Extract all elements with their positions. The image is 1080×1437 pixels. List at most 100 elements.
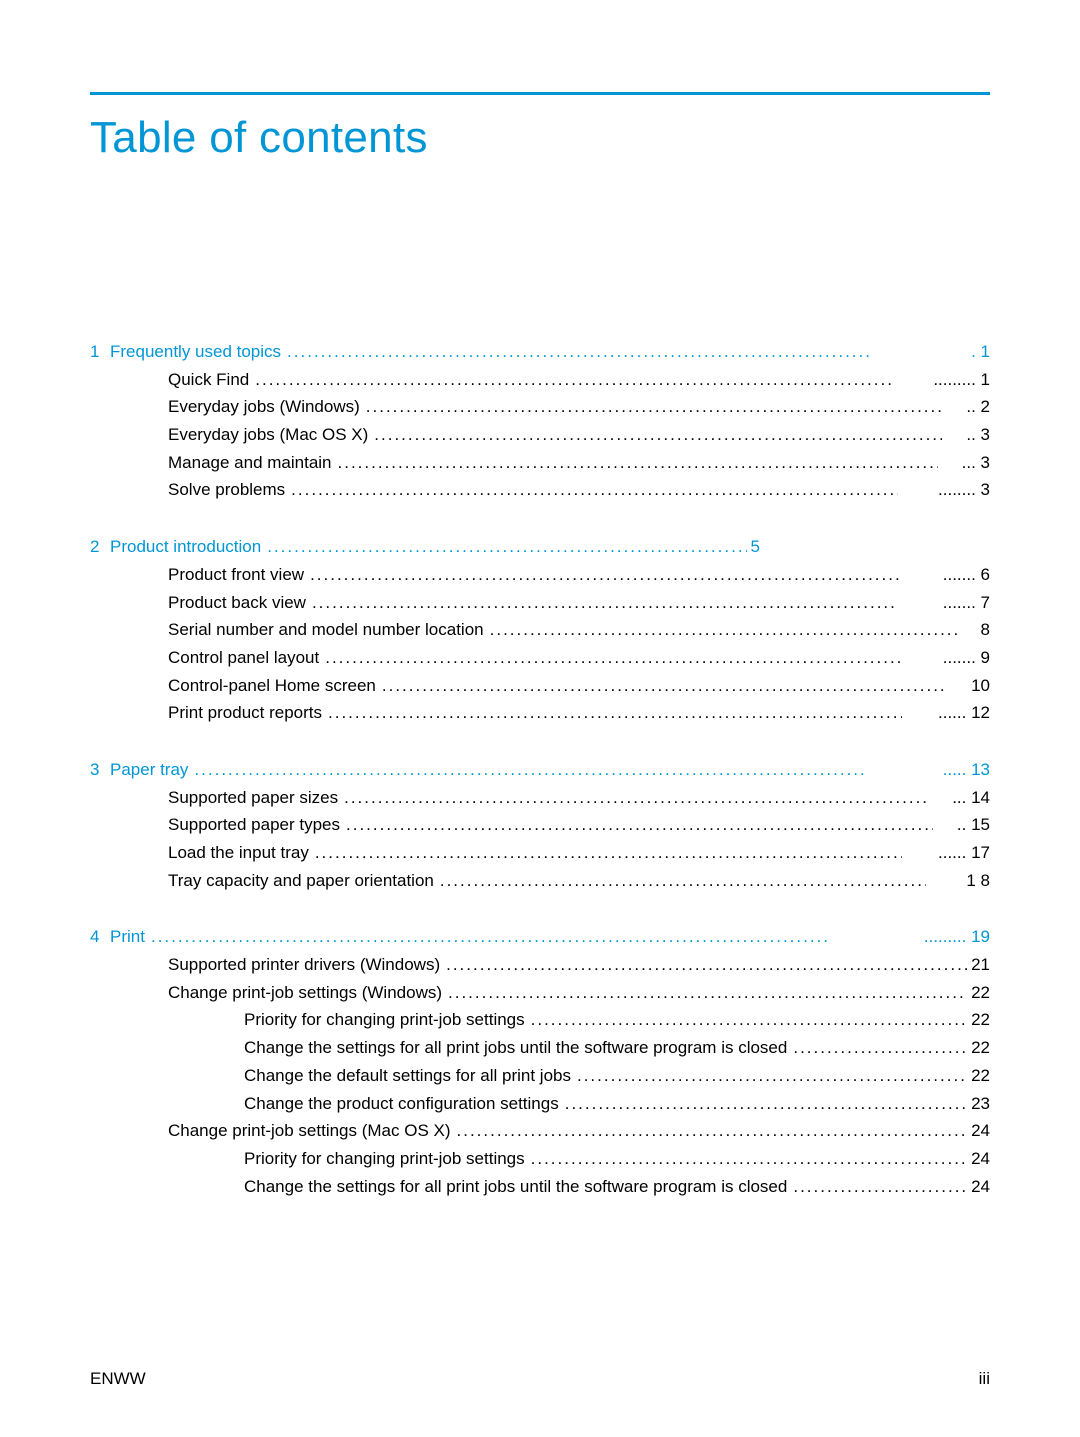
toc-entry[interactable]: Change print-job settings (Windows).....… bbox=[90, 984, 990, 1003]
toc-entry[interactable]: Tray capacity and paper orientation.....… bbox=[90, 872, 990, 891]
entry-page-number: ... 14 bbox=[948, 789, 990, 808]
toc-entry[interactable]: Product back view.......................… bbox=[90, 594, 990, 613]
entry-page-number: 1 8 bbox=[962, 872, 990, 891]
entry-label: Tray capacity and paper orientation bbox=[168, 872, 434, 891]
toc-entry[interactable]: Priority for changing print-job settings… bbox=[90, 1150, 990, 1169]
entry-page-number: 10 bbox=[967, 677, 990, 696]
chapter-number: 2 bbox=[90, 538, 108, 557]
entry-label: Everyday jobs (Windows) bbox=[168, 398, 360, 417]
toc-entry[interactable]: Change the settings for all print jobs u… bbox=[90, 1178, 990, 1197]
toc-chapter[interactable]: 3Paper tray.............................… bbox=[90, 761, 990, 780]
dot-leader: ........................................… bbox=[304, 566, 903, 585]
chapter-label: Paper tray bbox=[110, 761, 188, 780]
entry-page-number: 24 bbox=[967, 1122, 990, 1141]
entry-page-number: .. 2 bbox=[962, 398, 990, 417]
dot-leader: ........................................… bbox=[281, 343, 871, 362]
dot-leader: ........................................… bbox=[451, 1122, 968, 1141]
toc-entry[interactable]: Quick Find..............................… bbox=[90, 371, 990, 390]
toc-entry[interactable]: Priority for changing print-job settings… bbox=[90, 1011, 990, 1030]
chapter-label: Frequently used topics bbox=[110, 343, 281, 362]
entry-label: Quick Find bbox=[168, 371, 249, 390]
toc-entry[interactable]: Everyday jobs (Windows).................… bbox=[90, 398, 990, 417]
chapter-page-number: 5 bbox=[747, 538, 760, 557]
entry-page-number: 22 bbox=[967, 1011, 990, 1030]
toc-chapter[interactable]: 4Print..................................… bbox=[90, 928, 990, 947]
entry-label: Change print-job settings (Mac OS X) bbox=[168, 1122, 451, 1141]
toc-entry[interactable]: Everyday jobs (Mac OS X)................… bbox=[90, 426, 990, 445]
toc-chapter[interactable]: 2Product introduction...................… bbox=[90, 538, 990, 557]
toc-entry[interactable]: Change the product configuration setting… bbox=[90, 1095, 990, 1114]
entry-page-number: ...... 12 bbox=[934, 704, 990, 723]
entry-label: Product front view bbox=[168, 566, 304, 585]
dot-leader: ........................................… bbox=[484, 621, 961, 640]
entry-page-number: .. 3 bbox=[962, 426, 990, 445]
chapter-number: 3 bbox=[90, 761, 108, 780]
toc-entry[interactable]: Solve problems..........................… bbox=[90, 481, 990, 500]
toc-entry[interactable]: Serial number and model number location.… bbox=[90, 621, 990, 640]
entry-label: Solve problems bbox=[168, 481, 285, 500]
toc-entry[interactable]: Load the input tray.....................… bbox=[90, 844, 990, 863]
entry-label: Supported paper sizes bbox=[168, 789, 338, 808]
entry-page-number: 23 bbox=[967, 1095, 990, 1114]
dot-leader: ........................................… bbox=[787, 1178, 967, 1197]
toc-entry[interactable]: Control panel layout....................… bbox=[90, 649, 990, 668]
entry-page-number: ......... 1 bbox=[929, 371, 990, 390]
chapter-number: 4 bbox=[90, 928, 108, 947]
dot-leader: ........................................… bbox=[434, 872, 927, 891]
toc-entry[interactable]: Product front view......................… bbox=[90, 566, 990, 585]
entry-page-number: ....... 6 bbox=[939, 566, 990, 585]
table-of-contents: 1Frequently used topics.................… bbox=[90, 343, 990, 1196]
entry-page-number: 22 bbox=[967, 984, 990, 1003]
entry-page-number: 8 bbox=[977, 621, 990, 640]
entry-page-number: ... 3 bbox=[958, 454, 990, 473]
entry-label: Everyday jobs (Mac OS X) bbox=[168, 426, 368, 445]
toc-entry[interactable]: Manage and maintain.....................… bbox=[90, 454, 990, 473]
entry-label: Supported paper types bbox=[168, 816, 340, 835]
dot-leader: ........................................… bbox=[525, 1011, 967, 1030]
toc-entry[interactable]: Change the settings for all print jobs u… bbox=[90, 1039, 990, 1058]
toc-entry[interactable]: Change print-job settings (Mac OS X)....… bbox=[90, 1122, 990, 1141]
footer-right: iii bbox=[979, 1369, 990, 1389]
entry-label: Product back view bbox=[168, 594, 306, 613]
dot-leader: ........................................… bbox=[188, 761, 866, 780]
chapter-page-number: ..... 13 bbox=[939, 761, 990, 780]
dot-leader: ........................................… bbox=[340, 816, 933, 835]
entry-page-number: 22 bbox=[967, 1039, 990, 1058]
entry-page-number: 24 bbox=[967, 1150, 990, 1169]
entry-page-number: ....... 9 bbox=[939, 649, 990, 668]
toc-entry[interactable]: Supported paper types...................… bbox=[90, 816, 990, 835]
entry-page-number: 22 bbox=[967, 1067, 990, 1086]
entry-label: Change the settings for all print jobs u… bbox=[244, 1178, 787, 1197]
dot-leader: ........................................… bbox=[376, 677, 945, 696]
chapter-label: Print bbox=[110, 928, 145, 947]
dot-leader: ........................................… bbox=[261, 538, 746, 557]
dot-leader: ........................................… bbox=[442, 984, 967, 1003]
entry-page-number: ........ 3 bbox=[934, 481, 990, 500]
dot-leader: ........................................… bbox=[338, 789, 928, 808]
entry-label: Change print-job settings (Windows) bbox=[168, 984, 442, 1003]
entry-label: Control panel layout bbox=[168, 649, 319, 668]
footer-left: ENWW bbox=[90, 1369, 146, 1389]
chapter-label: Product introduction bbox=[110, 538, 261, 557]
dot-leader: ........................................… bbox=[285, 481, 898, 500]
entry-label: Serial number and model number location bbox=[168, 621, 484, 640]
page-title: Table of contents bbox=[90, 113, 990, 163]
toc-entry[interactable]: Change the default settings for all prin… bbox=[90, 1067, 990, 1086]
entry-page-number: ....... 7 bbox=[939, 594, 990, 613]
toc-entry[interactable]: Supported printer drivers (Windows).....… bbox=[90, 956, 990, 975]
header-rule bbox=[90, 92, 990, 95]
toc-entry[interactable]: Supported paper sizes...................… bbox=[90, 789, 990, 808]
entry-label: Change the settings for all print jobs u… bbox=[244, 1039, 787, 1058]
toc-entry[interactable]: Print product reports...................… bbox=[90, 704, 990, 723]
dot-leader: ........................................… bbox=[360, 398, 943, 417]
chapter-page-number: ......... 19 bbox=[920, 928, 990, 947]
entry-page-number: ...... 17 bbox=[934, 844, 990, 863]
toc-chapter[interactable]: 1Frequently used topics.................… bbox=[90, 343, 990, 362]
chapter-page-number: . 1 bbox=[967, 343, 990, 362]
toc-entry[interactable]: Control-panel Home screen...............… bbox=[90, 677, 990, 696]
entry-label: Priority for changing print-job settings bbox=[244, 1150, 525, 1169]
dot-leader: ........................................… bbox=[322, 704, 902, 723]
document-page: Table of contents 1Frequently used topic… bbox=[0, 0, 1080, 1437]
dot-leader: ........................................… bbox=[571, 1067, 967, 1086]
entry-label: Priority for changing print-job settings bbox=[244, 1011, 525, 1030]
